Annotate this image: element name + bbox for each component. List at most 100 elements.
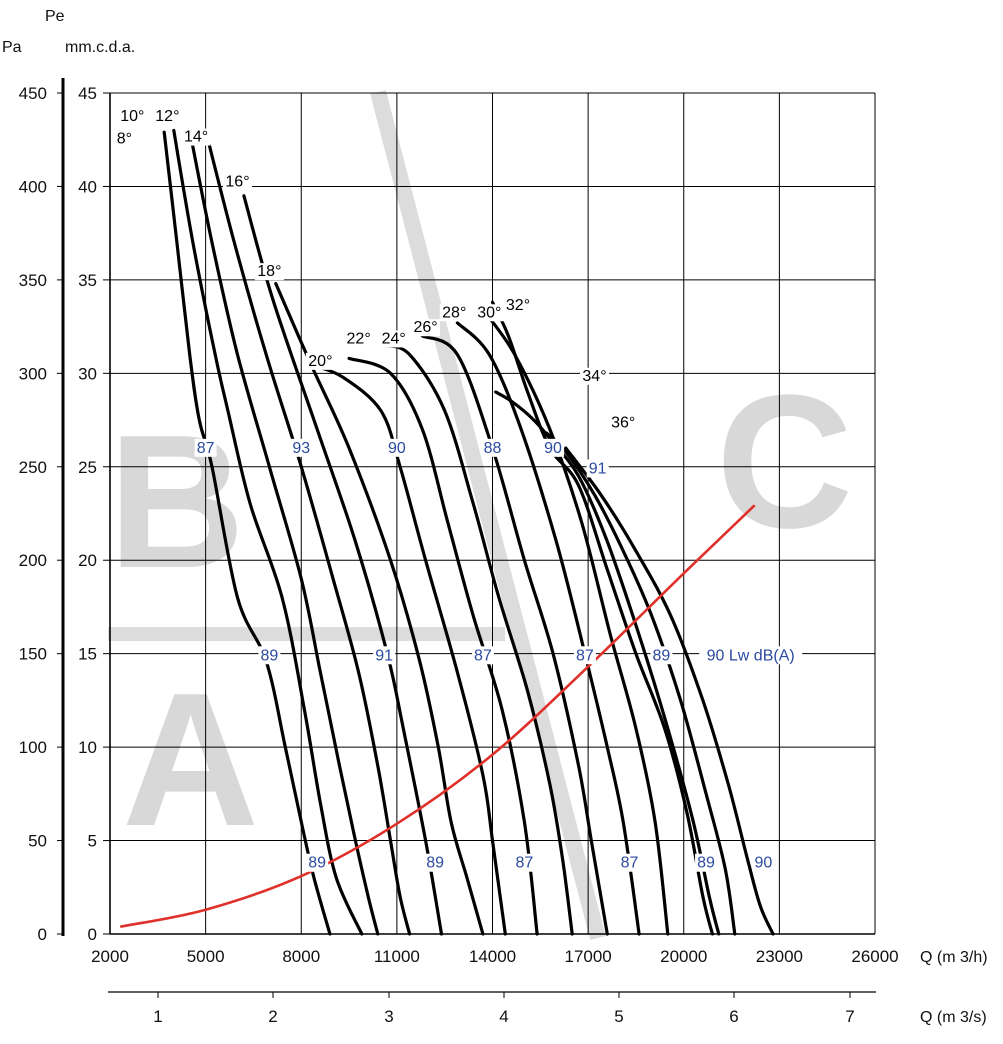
angle-label: 32° xyxy=(506,297,530,314)
angle-label: 20° xyxy=(308,353,332,370)
noise-label-bg xyxy=(573,646,596,665)
curve-22deg xyxy=(347,356,539,936)
noise-label: 87 xyxy=(576,647,594,664)
noise-label: 87 xyxy=(197,440,215,457)
pa-tick-label: 250 xyxy=(19,458,47,477)
x-h-tick-label: 11000 xyxy=(374,947,420,966)
angle-label-bg xyxy=(379,330,409,348)
noise-label-bg xyxy=(385,438,408,457)
curve-36deg xyxy=(545,431,737,936)
noise-label: 89 xyxy=(308,855,326,872)
noise-label-bg xyxy=(481,438,504,457)
x-h-tick-label: 5000 xyxy=(187,947,225,966)
curve-32deg xyxy=(490,300,714,936)
pa-tick-label: 100 xyxy=(19,738,47,757)
mm-tick-label: 35 xyxy=(78,271,97,290)
noise-label-bg xyxy=(258,646,281,665)
pa-tick-label: 300 xyxy=(19,364,47,383)
unit-pe-label: Pe xyxy=(45,8,65,25)
noise-label-bg xyxy=(194,438,217,457)
noise-label: 87 xyxy=(474,647,492,664)
noise-label-bg xyxy=(650,646,673,665)
mm-tick-label: 45 xyxy=(78,84,97,103)
x-h-tick-label: 8000 xyxy=(282,947,320,966)
mm-tick-label: 15 xyxy=(78,645,97,664)
noise-label-bg xyxy=(695,853,718,872)
mm-tick-label: 40 xyxy=(78,177,97,196)
x-h-tick-label: 20000 xyxy=(660,947,707,966)
curve-8deg xyxy=(162,130,332,936)
noise-label: 89 xyxy=(260,647,278,664)
watermark-letter-a: A xyxy=(122,654,259,866)
mm-tick-label: 20 xyxy=(78,551,97,570)
x-h-tick-label: 26000 xyxy=(851,947,898,966)
x-s-tick-label: 3 xyxy=(384,1007,393,1026)
noise-label-bg xyxy=(471,646,494,665)
curve-34deg xyxy=(494,390,721,936)
noise-label-bg xyxy=(306,853,329,872)
pa-tick-label: 400 xyxy=(19,177,47,196)
angle-label-bg xyxy=(305,352,335,370)
watermark-letter-b: B xyxy=(108,396,245,608)
noise-label-bg xyxy=(618,853,641,872)
noise-label: 91 xyxy=(375,647,393,664)
x-h-tick-label: 17000 xyxy=(564,947,611,966)
curve-edge xyxy=(564,446,775,936)
angle-label: 12° xyxy=(155,108,179,125)
noise-label: 87 xyxy=(515,855,533,872)
x-axis-h-label: Q (m 3/h) xyxy=(920,949,988,966)
noise-label: 88 xyxy=(484,440,502,457)
noise-label-bg xyxy=(290,438,313,457)
x-s-tick-label: 1 xyxy=(153,1007,162,1026)
angle-label-bg xyxy=(608,414,638,432)
watermark-layer: BA C xyxy=(108,89,853,941)
noise-label: 90 Lw dB(A) xyxy=(707,647,795,664)
x-axis-s-label: Q (m 3/s) xyxy=(920,1009,987,1026)
angle-label-bg xyxy=(474,304,504,322)
mm-tick-label: 0 xyxy=(88,925,97,944)
pa-tick-label: 350 xyxy=(19,271,47,290)
noise-label-bg xyxy=(752,853,775,872)
angle-label: 26° xyxy=(413,319,437,336)
noise-label: 93 xyxy=(292,440,310,457)
x-s-tick-label: 6 xyxy=(729,1007,738,1026)
mm-tick-label: 10 xyxy=(78,738,97,757)
angle-label-bg xyxy=(254,263,284,281)
mm-tick-label: 25 xyxy=(78,458,97,477)
curve-28deg xyxy=(455,321,641,936)
angle-label: 10° xyxy=(120,108,144,125)
noise-label-bg xyxy=(373,646,396,665)
noise-label-bg xyxy=(542,438,565,457)
angle-label: 18° xyxy=(257,263,281,280)
noise-label: 89 xyxy=(653,647,671,664)
x-s-tick-label: 7 xyxy=(845,1007,854,1026)
mm-tick-label: 5 xyxy=(88,832,97,851)
angle-label: 22° xyxy=(347,330,371,347)
angle-label-bg xyxy=(114,130,135,148)
watermark-diagonal xyxy=(370,89,606,941)
noise-label-bg xyxy=(586,459,609,478)
labels-layer: 8° 10° 12° 14° 16° 18° 20° 22° 24° 26° 28° 30° 32° 34… xyxy=(114,108,803,872)
angle-label-bg xyxy=(503,296,533,314)
angle-label-bg xyxy=(411,319,441,337)
pa-tick-label: 0 xyxy=(38,925,47,944)
noise-label: 91 xyxy=(589,460,607,477)
curve-20deg xyxy=(312,364,507,936)
angle-label: 36° xyxy=(611,415,635,432)
angle-label: 30° xyxy=(477,304,501,321)
x-s-tick-label: 4 xyxy=(499,1007,508,1026)
mm-tick-label: 30 xyxy=(78,364,97,383)
noise-label: 89 xyxy=(426,855,444,872)
angle-label: 24° xyxy=(382,330,406,347)
x-s-tick-label: 5 xyxy=(614,1007,623,1026)
angle-label: 14° xyxy=(184,129,208,146)
x-h-tick-label: 14000 xyxy=(469,947,516,966)
noise-label: 90 xyxy=(755,855,773,872)
curve-26deg xyxy=(420,334,609,936)
noise-label-bg xyxy=(513,853,536,872)
angle-label: 16° xyxy=(225,173,249,190)
unit-pa-label: Pa xyxy=(2,39,22,56)
tick-layer: 4504003503002502001501005004540353025201… xyxy=(19,84,899,1026)
pa-tick-label: 50 xyxy=(28,832,47,851)
curve-10deg xyxy=(172,128,364,936)
